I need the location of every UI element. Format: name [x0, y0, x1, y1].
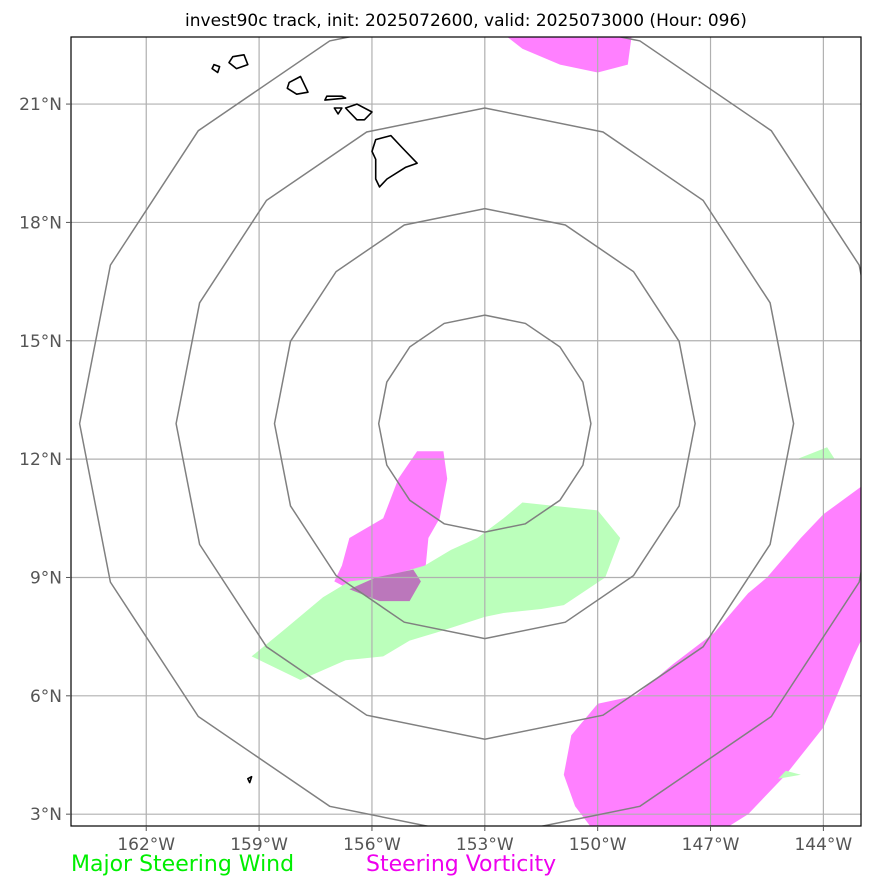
- coastline-6: [228, 53, 249, 70]
- lon-tick-label: 159°W: [230, 835, 288, 855]
- steering-wind-area-2: [797, 447, 835, 460]
- lon-tick-label: 144°W: [794, 835, 852, 855]
- coastline-5: [286, 75, 309, 95]
- lon-tick-label: 150°W: [569, 835, 627, 855]
- lat-tick-label: 18°N: [19, 213, 62, 233]
- coastline-3: [324, 95, 347, 101]
- lon-tick-label: 147°W: [682, 835, 740, 855]
- longitude-ticks: 162°W 159°W 156°W 153°W 150°W 147°W 144°W: [117, 826, 852, 855]
- range-ring-3: [175, 107, 795, 740]
- lat-tick-label: 21°N: [19, 95, 62, 115]
- coastlines: [211, 53, 418, 784]
- legend-steering-vorticity-label: Steering Vorticity: [366, 852, 557, 877]
- vorticity-area-1: [507, 37, 632, 73]
- lat-tick-label: 3°N: [30, 805, 62, 825]
- legend-steering-vorticity: Steering Vorticity: [366, 852, 556, 877]
- plot-area: [71, 37, 861, 826]
- coastline-2: [344, 103, 373, 121]
- coastline-8: [247, 775, 253, 784]
- legend-major-steering-wind-label: Major Steering Wind: [71, 852, 295, 877]
- legend-major-steering-wind: Major Steering Wind: [71, 852, 294, 877]
- vorticity-area-2: [334, 451, 448, 602]
- major-steering-wind-layer: [251, 447, 835, 779]
- lon-tick-label: 153°W: [456, 835, 514, 855]
- coastline-1: [371, 134, 418, 188]
- range-ring-1: [377, 314, 592, 533]
- gridlines: [71, 37, 861, 826]
- steering-wind-area-1: [251, 502, 621, 680]
- lat-tick-label: 12°N: [19, 450, 62, 470]
- lat-tick-label: 9°N: [30, 568, 62, 588]
- lat-tick-label: 15°N: [19, 332, 62, 352]
- range-ring-4: [78, 37, 861, 826]
- plot-frame: [70, 36, 862, 827]
- lon-tick-label: 156°W: [343, 835, 401, 855]
- range-rings: [78, 37, 861, 826]
- steering-wind-area-3: [778, 770, 801, 779]
- vorticity-area-3: [563, 486, 861, 826]
- range-ring-2: [273, 207, 696, 640]
- latitude-ticks: 3°N 6°N 9°N 12°N 15°N 18°N 21°N: [19, 95, 71, 825]
- coastline-7: [211, 63, 221, 74]
- lon-tick-label: 162°W: [117, 835, 175, 855]
- lat-tick-label: 6°N: [30, 687, 62, 707]
- map-title: invest90c track, init: 2025072600, valid…: [185, 11, 747, 31]
- steering-vorticity-layer: [334, 37, 861, 826]
- coastline-4: [333, 107, 343, 115]
